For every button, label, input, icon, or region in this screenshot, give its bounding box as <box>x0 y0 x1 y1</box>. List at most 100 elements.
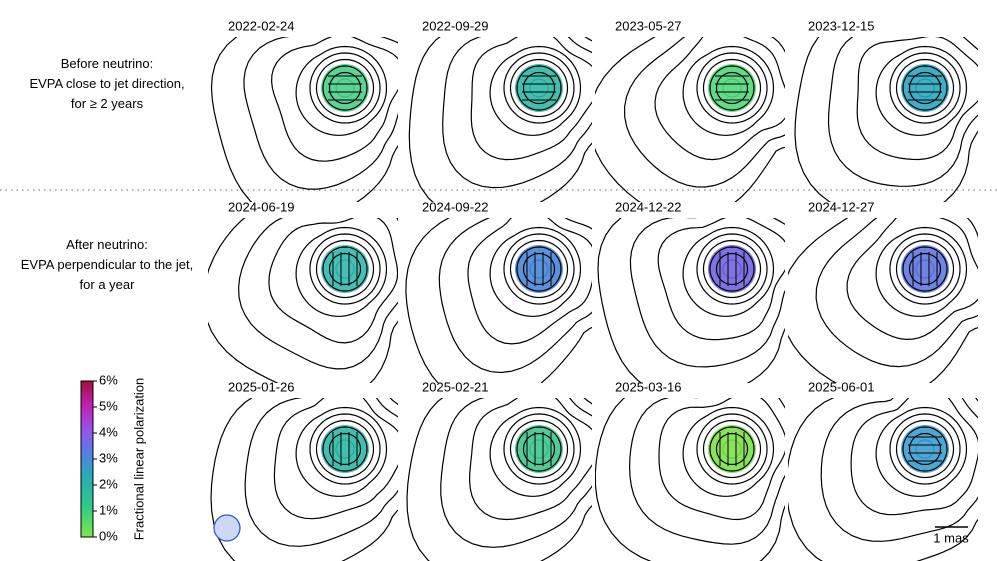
polarization <box>321 64 369 112</box>
contour <box>895 419 955 479</box>
contour <box>315 58 375 118</box>
colorbar-label: Fractional linear polarization <box>131 378 146 541</box>
contour <box>315 239 375 299</box>
contour <box>908 252 942 286</box>
contour <box>309 233 381 305</box>
contour <box>658 398 785 521</box>
panel-date: 2023-05-27 <box>615 18 682 33</box>
polarization <box>901 245 949 293</box>
contour <box>595 37 785 202</box>
colorbar-tick-label: 1% <box>99 502 118 517</box>
row-label-line: Before neutrino: <box>61 56 154 71</box>
colorbar-tick-label: 6% <box>99 372 118 387</box>
contour <box>895 58 955 118</box>
contour <box>322 65 368 111</box>
contour <box>875 406 968 497</box>
contour <box>794 37 978 202</box>
contour <box>322 426 368 472</box>
contour <box>788 218 978 383</box>
contour <box>509 239 569 299</box>
contour <box>328 432 362 466</box>
row-label: After neutrino: EVPA perpendicular to the… <box>21 237 193 292</box>
polarization <box>515 245 563 293</box>
contour <box>440 398 592 548</box>
contour <box>709 65 755 111</box>
panel-date: 2025-02-21 <box>422 379 489 394</box>
contour <box>328 71 362 105</box>
row-label-line: EVPA close to jet direction, <box>29 76 184 91</box>
contour <box>702 419 762 479</box>
contour <box>702 58 762 118</box>
contour <box>295 226 388 317</box>
contour <box>522 252 556 286</box>
row-label-line: for a year <box>80 277 136 292</box>
contour <box>815 218 978 368</box>
contour <box>408 37 592 202</box>
contour <box>315 419 375 479</box>
contour <box>309 52 381 124</box>
contour <box>503 413 575 485</box>
polarization <box>901 64 949 112</box>
panel-date: 2024-12-27 <box>808 199 875 214</box>
contour <box>503 233 575 305</box>
contour <box>682 45 775 136</box>
contour <box>696 52 768 124</box>
contour <box>696 233 768 305</box>
contour <box>895 239 955 299</box>
contour <box>908 71 942 105</box>
contour <box>467 218 592 345</box>
contour <box>268 218 398 344</box>
polarization <box>515 425 563 473</box>
contour <box>406 398 592 561</box>
contour <box>210 37 398 202</box>
contour <box>509 58 569 118</box>
contour <box>210 398 398 561</box>
contour <box>820 398 978 542</box>
contour <box>270 37 398 162</box>
contour <box>702 239 762 299</box>
contour <box>273 398 398 520</box>
contour <box>516 246 562 292</box>
contour <box>309 413 381 485</box>
colorbar-tick-label: 4% <box>99 424 118 439</box>
contour <box>654 37 785 161</box>
contour <box>522 71 556 105</box>
contour <box>595 398 785 561</box>
contour <box>856 37 978 161</box>
contour <box>889 413 961 485</box>
contour <box>715 432 749 466</box>
contour <box>628 398 785 545</box>
panel <box>408 37 592 202</box>
colorbar-tick-label: 3% <box>99 450 118 465</box>
contour <box>237 218 398 370</box>
contour <box>244 398 398 547</box>
panel <box>405 218 592 383</box>
panel <box>788 398 978 561</box>
panel <box>595 37 785 202</box>
panel <box>597 218 785 383</box>
panel-date: 2024-09-22 <box>422 199 489 214</box>
contour <box>208 218 398 383</box>
colorbar-tick-label: 5% <box>99 398 118 413</box>
contour <box>405 218 592 383</box>
panel <box>595 398 785 561</box>
contour <box>509 419 569 479</box>
contour <box>516 426 562 472</box>
panel-date: 2025-03-16 <box>615 379 682 394</box>
contour <box>503 52 575 124</box>
beam <box>213 514 241 542</box>
panel <box>208 218 398 383</box>
contour <box>715 71 749 105</box>
contour <box>470 37 592 161</box>
panel <box>788 218 978 383</box>
panel <box>794 37 978 202</box>
contour <box>682 406 775 497</box>
panel-date: 2022-09-29 <box>422 18 489 33</box>
colorbar-tick-label: 0% <box>99 528 118 543</box>
panel-date: 2025-01-26 <box>228 379 295 394</box>
panel <box>406 398 592 561</box>
contour <box>489 226 582 317</box>
panel <box>210 398 398 561</box>
contour <box>468 398 592 521</box>
